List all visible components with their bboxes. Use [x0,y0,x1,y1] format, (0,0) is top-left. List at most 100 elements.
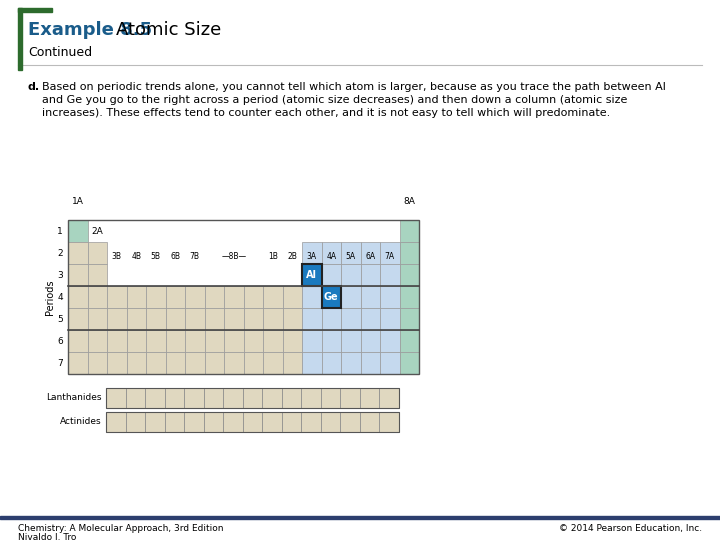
Bar [107,330,127,352]
Bar [0,516,720,519]
Text: 7: 7 [58,359,63,368]
Bar [282,330,302,352]
Bar [263,308,282,330]
Bar [204,286,224,308]
Bar [106,412,398,432]
Bar [185,352,204,374]
Bar [359,412,379,432]
Bar [341,242,361,264]
Bar [204,330,224,352]
Bar [320,388,340,408]
Bar [127,352,146,374]
Bar [301,412,320,432]
Bar [68,220,419,374]
Bar [146,308,166,330]
Bar [302,330,322,352]
Bar [127,330,146,352]
Bar [400,286,419,308]
Bar [340,388,359,408]
Bar [380,352,400,374]
Bar [68,286,88,308]
Text: 4: 4 [58,293,63,301]
Bar [125,388,145,408]
Bar [400,330,419,352]
Bar [361,352,380,374]
Bar [223,412,243,432]
Bar [302,308,322,330]
Bar [204,388,223,408]
Bar [88,286,107,308]
Bar [282,388,301,408]
Bar [125,412,145,432]
Bar [127,286,146,308]
Bar [185,286,204,308]
Bar [224,308,243,330]
Text: 6B: 6B [170,252,180,261]
Text: Lanthanides: Lanthanides [47,394,102,402]
Text: and Ge you go to the right across a period (atomic size decreases) and then down: and Ge you go to the right across a peri… [42,95,627,105]
Bar [302,264,322,286]
Bar [68,330,88,352]
Text: 3A: 3A [307,252,317,261]
Bar [282,308,302,330]
Text: 6A: 6A [365,252,375,261]
Bar [380,330,400,352]
Text: 5A: 5A [346,252,356,261]
Text: Ge: Ge [324,292,338,302]
Text: 2A: 2A [91,226,103,235]
Bar [322,264,341,286]
Text: d.: d. [28,82,40,92]
Bar [164,412,184,432]
Text: 1B: 1B [268,252,278,261]
Bar [107,286,127,308]
Bar [302,242,322,264]
Bar [106,388,398,408]
Bar [302,352,322,374]
Bar [224,330,243,352]
Bar [322,352,341,374]
Bar [166,286,185,308]
Bar [379,388,398,408]
Bar [379,412,398,432]
Text: Atomic Size: Atomic Size [116,21,221,39]
Bar [68,220,88,242]
Bar [262,388,282,408]
Bar [400,264,419,286]
Bar [361,330,380,352]
Bar [341,330,361,352]
Bar [145,412,164,432]
Text: 1: 1 [58,226,63,235]
Text: Based on periodic trends alone, you cannot tell which atom is larger, because as: Based on periodic trends alone, you cann… [42,82,666,92]
Bar [107,308,127,330]
Bar [204,352,224,374]
Bar [166,330,185,352]
Bar [146,330,166,352]
Bar [145,388,164,408]
Bar [380,242,400,264]
Bar [400,242,419,264]
Bar [243,352,263,374]
Bar [185,330,204,352]
Text: —8B—: —8B— [221,252,246,261]
Bar [185,308,204,330]
Bar [68,352,88,374]
Bar [302,286,322,308]
Bar [322,286,341,308]
Bar [224,286,243,308]
Text: 4A: 4A [326,252,336,261]
Bar [263,286,282,308]
Bar [322,330,341,352]
Bar [166,308,185,330]
Bar [400,308,419,330]
Bar [204,412,223,432]
Bar [18,8,52,12]
Bar [243,388,262,408]
Bar [262,412,282,432]
Bar [88,330,107,352]
Text: © 2014 Pearson Education, Inc.: © 2014 Pearson Education, Inc. [559,524,702,533]
Bar [341,352,361,374]
Bar [320,412,340,432]
Bar [263,352,282,374]
Bar [107,352,127,374]
Bar [263,330,282,352]
